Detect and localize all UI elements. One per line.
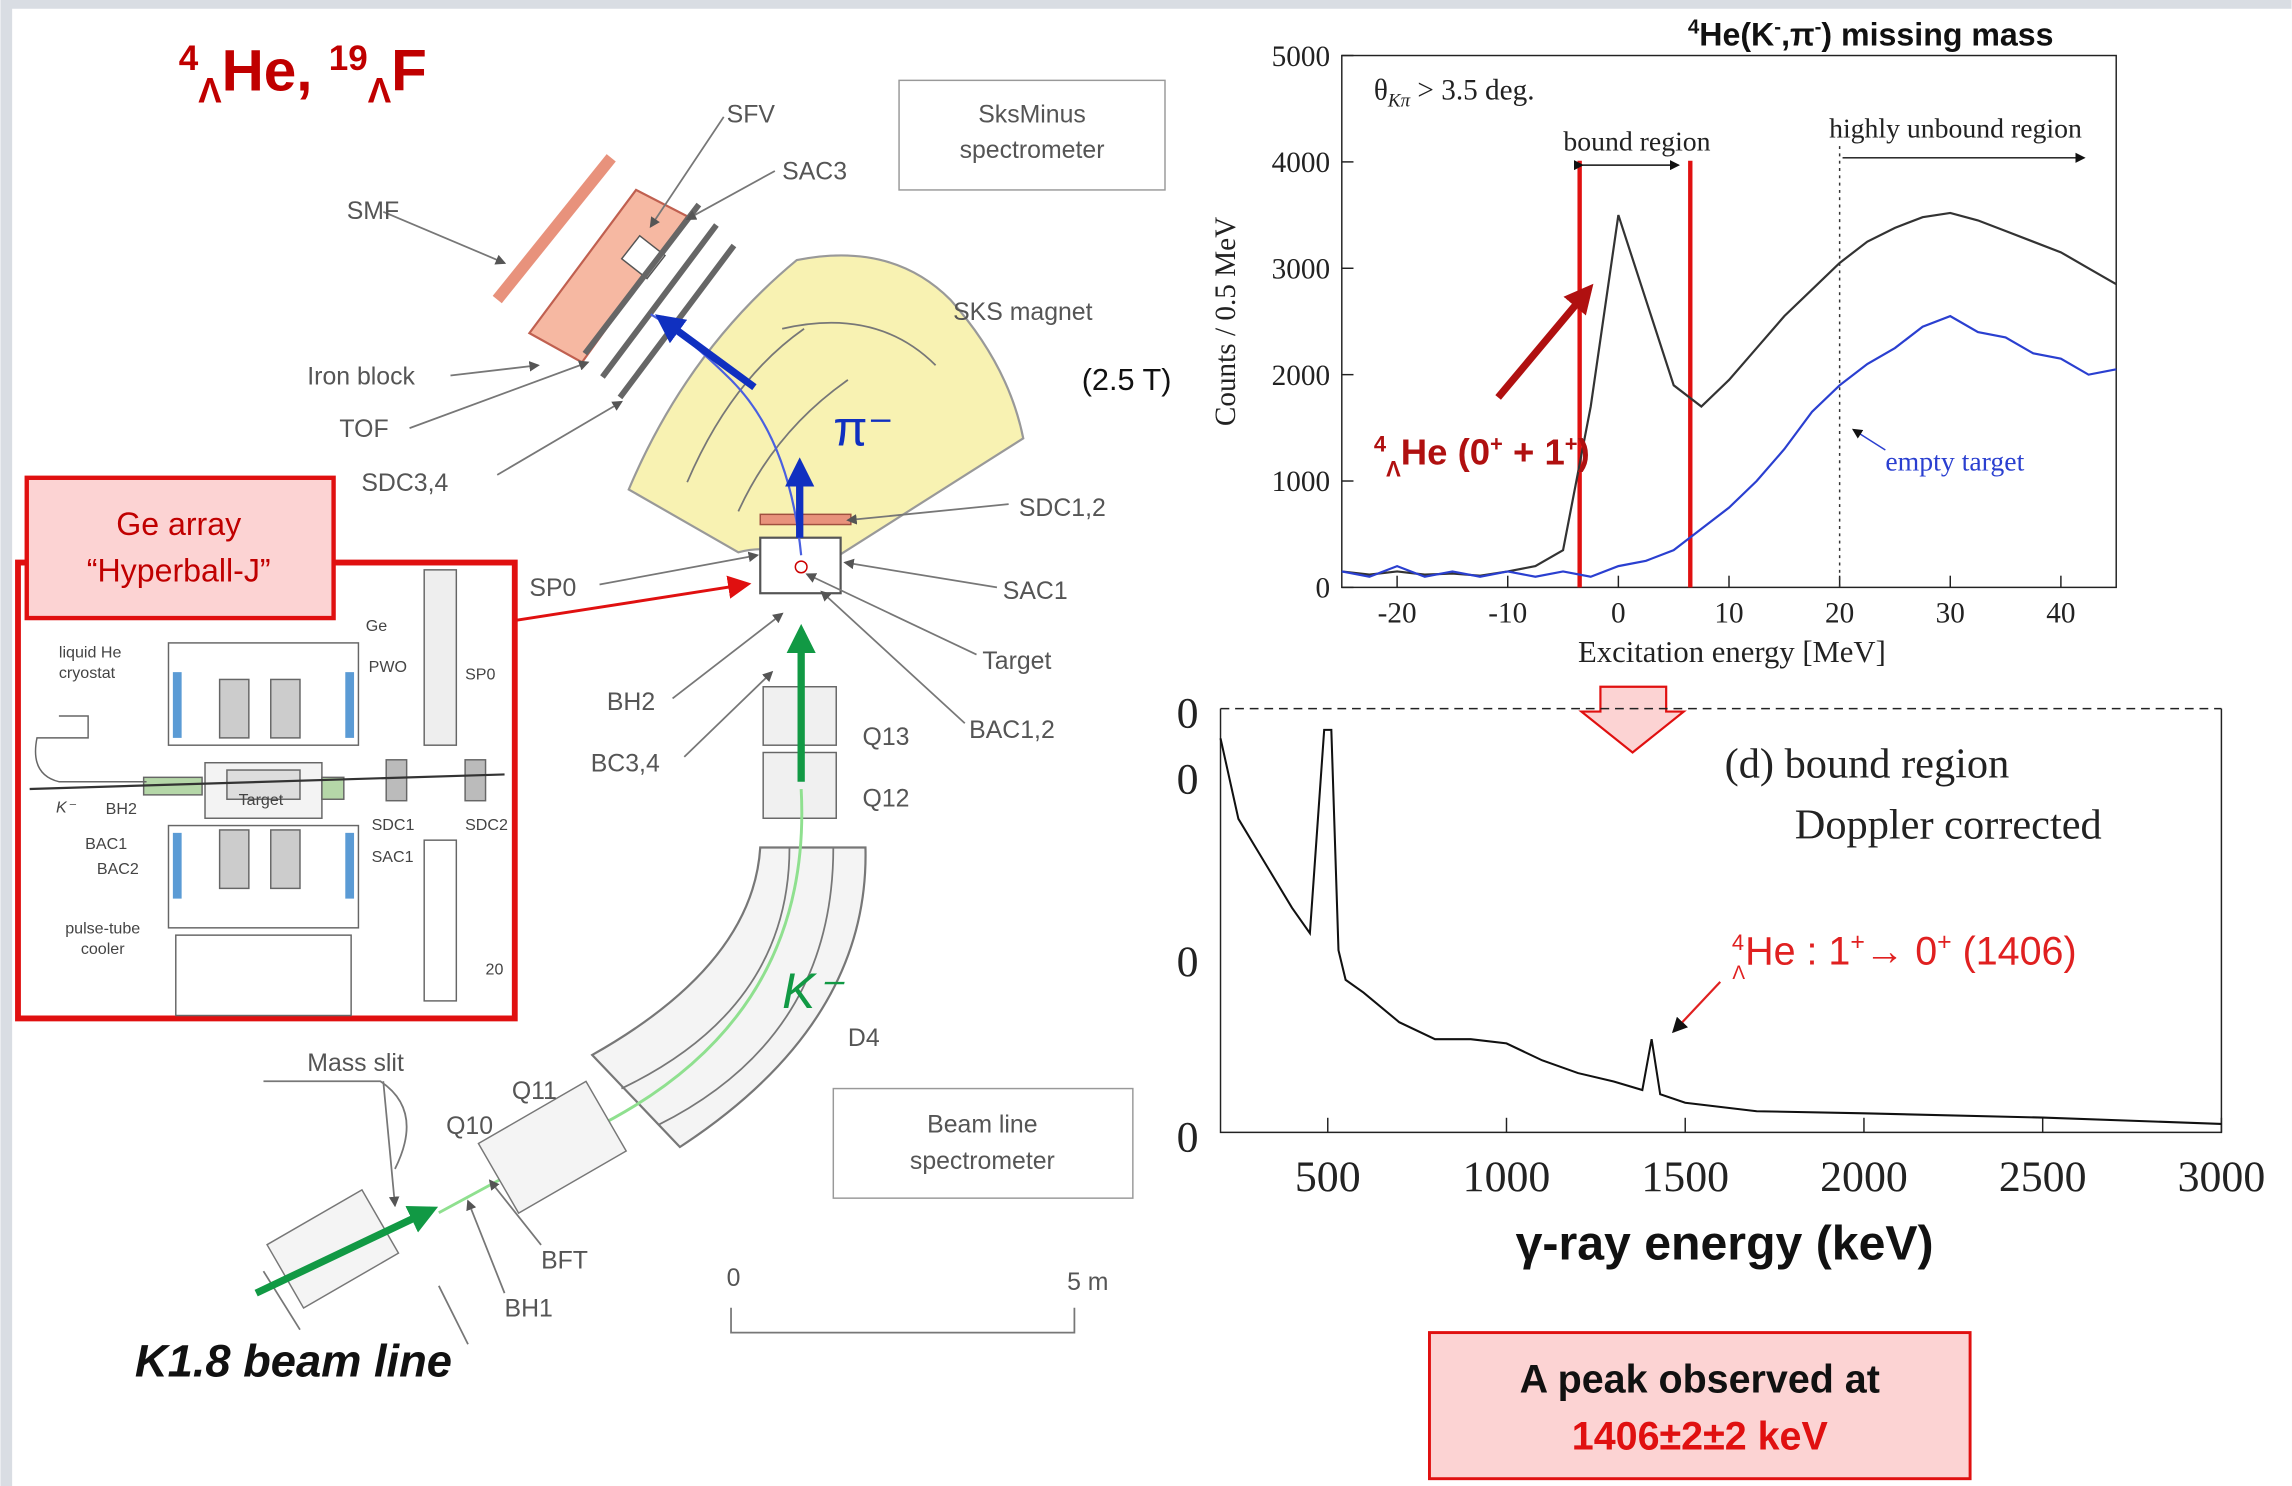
y-tick-label: 5000 [1272,41,1330,73]
y-tick-label: 2000 [1272,360,1330,392]
label: BC3,4 [591,750,660,777]
label: BAC1,2 [969,717,1055,744]
y-tick-label: 3000 [1272,253,1330,285]
inset-label: BAC2 [97,860,139,878]
x-tick-label: 2000 [1820,1153,1908,1201]
label: Q10 [446,1113,493,1140]
annotation: empty target [1885,446,2024,477]
y-tick-label: 0 [1177,938,1199,986]
label: spectrometer [910,1148,1055,1175]
result-value: 1406±2±2 keV [1572,1414,1829,1458]
kaon-label: K⁻ [782,963,845,1019]
x-tick-label: 1000 [1463,1153,1551,1201]
y-tick-label: 4000 [1272,147,1330,179]
x-tick-label: 3000 [2178,1153,2266,1201]
label: Q12 [863,786,910,813]
y-tick-label: 0 [1177,1113,1199,1161]
pion-label: π⁻ [833,401,893,457]
annotation: Doppler corrected [1795,802,2102,849]
label: BFT [541,1247,588,1274]
label: Q11 [512,1078,557,1105]
ge-array-label: “Hyperball-J” [87,553,271,589]
label: 5 m [1067,1269,1108,1296]
label: spectrometer [960,137,1105,164]
slide: 4ΛHe, 19ΛF SFV SAC3 SksMinus spectromete… [0,0,2292,1486]
ge-array-box [27,478,334,618]
x-axis-label: Excitation energy [MeV] [1578,635,1886,669]
field-label: (2.5 T) [1082,362,1172,397]
label: SDC1,2 [1019,495,1106,522]
inset-label: SP0 [465,665,495,683]
label: Mass slit [307,1050,404,1077]
inset-label: SAC1 [372,848,414,866]
label: Target [982,648,1051,675]
label: SKS magnet [953,299,1092,326]
inset-label: liquid He [59,644,122,662]
label: Beam line [927,1111,1037,1138]
x-tick-label: -20 [1378,597,1417,629]
x-axis-label: γ-ray energy (keV) [1516,1217,1934,1271]
label: SAC3 [782,159,847,186]
y-tick-label: 0 [1177,690,1199,738]
sdc12 [760,514,851,524]
label: 0 [727,1265,741,1292]
label: SMF [347,198,399,225]
x-tick-label: 2500 [1999,1153,2087,1201]
y-tick-label: 0 [1177,755,1199,803]
plot-title: 4He(K-,π-) missing mass [1688,16,2054,53]
inset-label: cryostat [59,664,116,682]
annotation: (d) bound region [1725,740,2010,787]
label: SP0 [529,575,576,602]
inset-label: cooler [81,940,125,958]
inset-label: BAC1 [85,835,127,853]
x-tick-label: 40 [2046,597,2075,629]
annotation: bound region [1563,126,1710,157]
result-text: A peak observed at [1520,1357,1880,1401]
inset-label: SDC2 [465,816,508,834]
inset-label: Ge [366,617,387,635]
annotation: highly unbound region [1829,113,2082,144]
label: BH1 [505,1296,553,1323]
label: SksMinus [978,102,1086,129]
inset-label: SDC1 [372,816,415,834]
inset-label: 20 [486,961,504,979]
label: SAC1 [1003,578,1068,605]
y-axis-label: Counts / 0.5 MeV [1210,217,1242,426]
label: Iron block [307,363,415,390]
x-tick-label: 10 [1714,597,1743,629]
x-tick-label: 1500 [1641,1153,1729,1201]
label: SFV [727,102,776,129]
inset-label: pulse-tube [65,920,140,938]
x-tick-label: 20 [1825,597,1854,629]
inset-label: BH2 [106,800,137,818]
inset-label: PWO [369,658,407,676]
inset-label: K⁻ [56,798,77,816]
label: D4 [848,1025,880,1052]
y-tick-label: 0 [1315,573,1330,605]
label: SDC3,4 [361,470,448,497]
x-tick-label: 30 [1936,597,1965,629]
beam-line-label: K1.8 beam line [135,1335,452,1386]
y-tick-label: 1000 [1272,466,1330,498]
label: TOF [339,416,388,443]
page: 4ΛHe, 19ΛF SFV SAC3 SksMinus spectromete… [0,0,2292,1486]
x-tick-label: 500 [1295,1153,1361,1201]
label: BH2 [607,689,655,716]
inset-label: Target [239,791,284,809]
ge-array-label: Ge array [116,506,241,542]
x-tick-label: 0 [1611,597,1626,629]
x-tick-label: -10 [1488,597,1527,629]
label: Q13 [863,724,910,751]
